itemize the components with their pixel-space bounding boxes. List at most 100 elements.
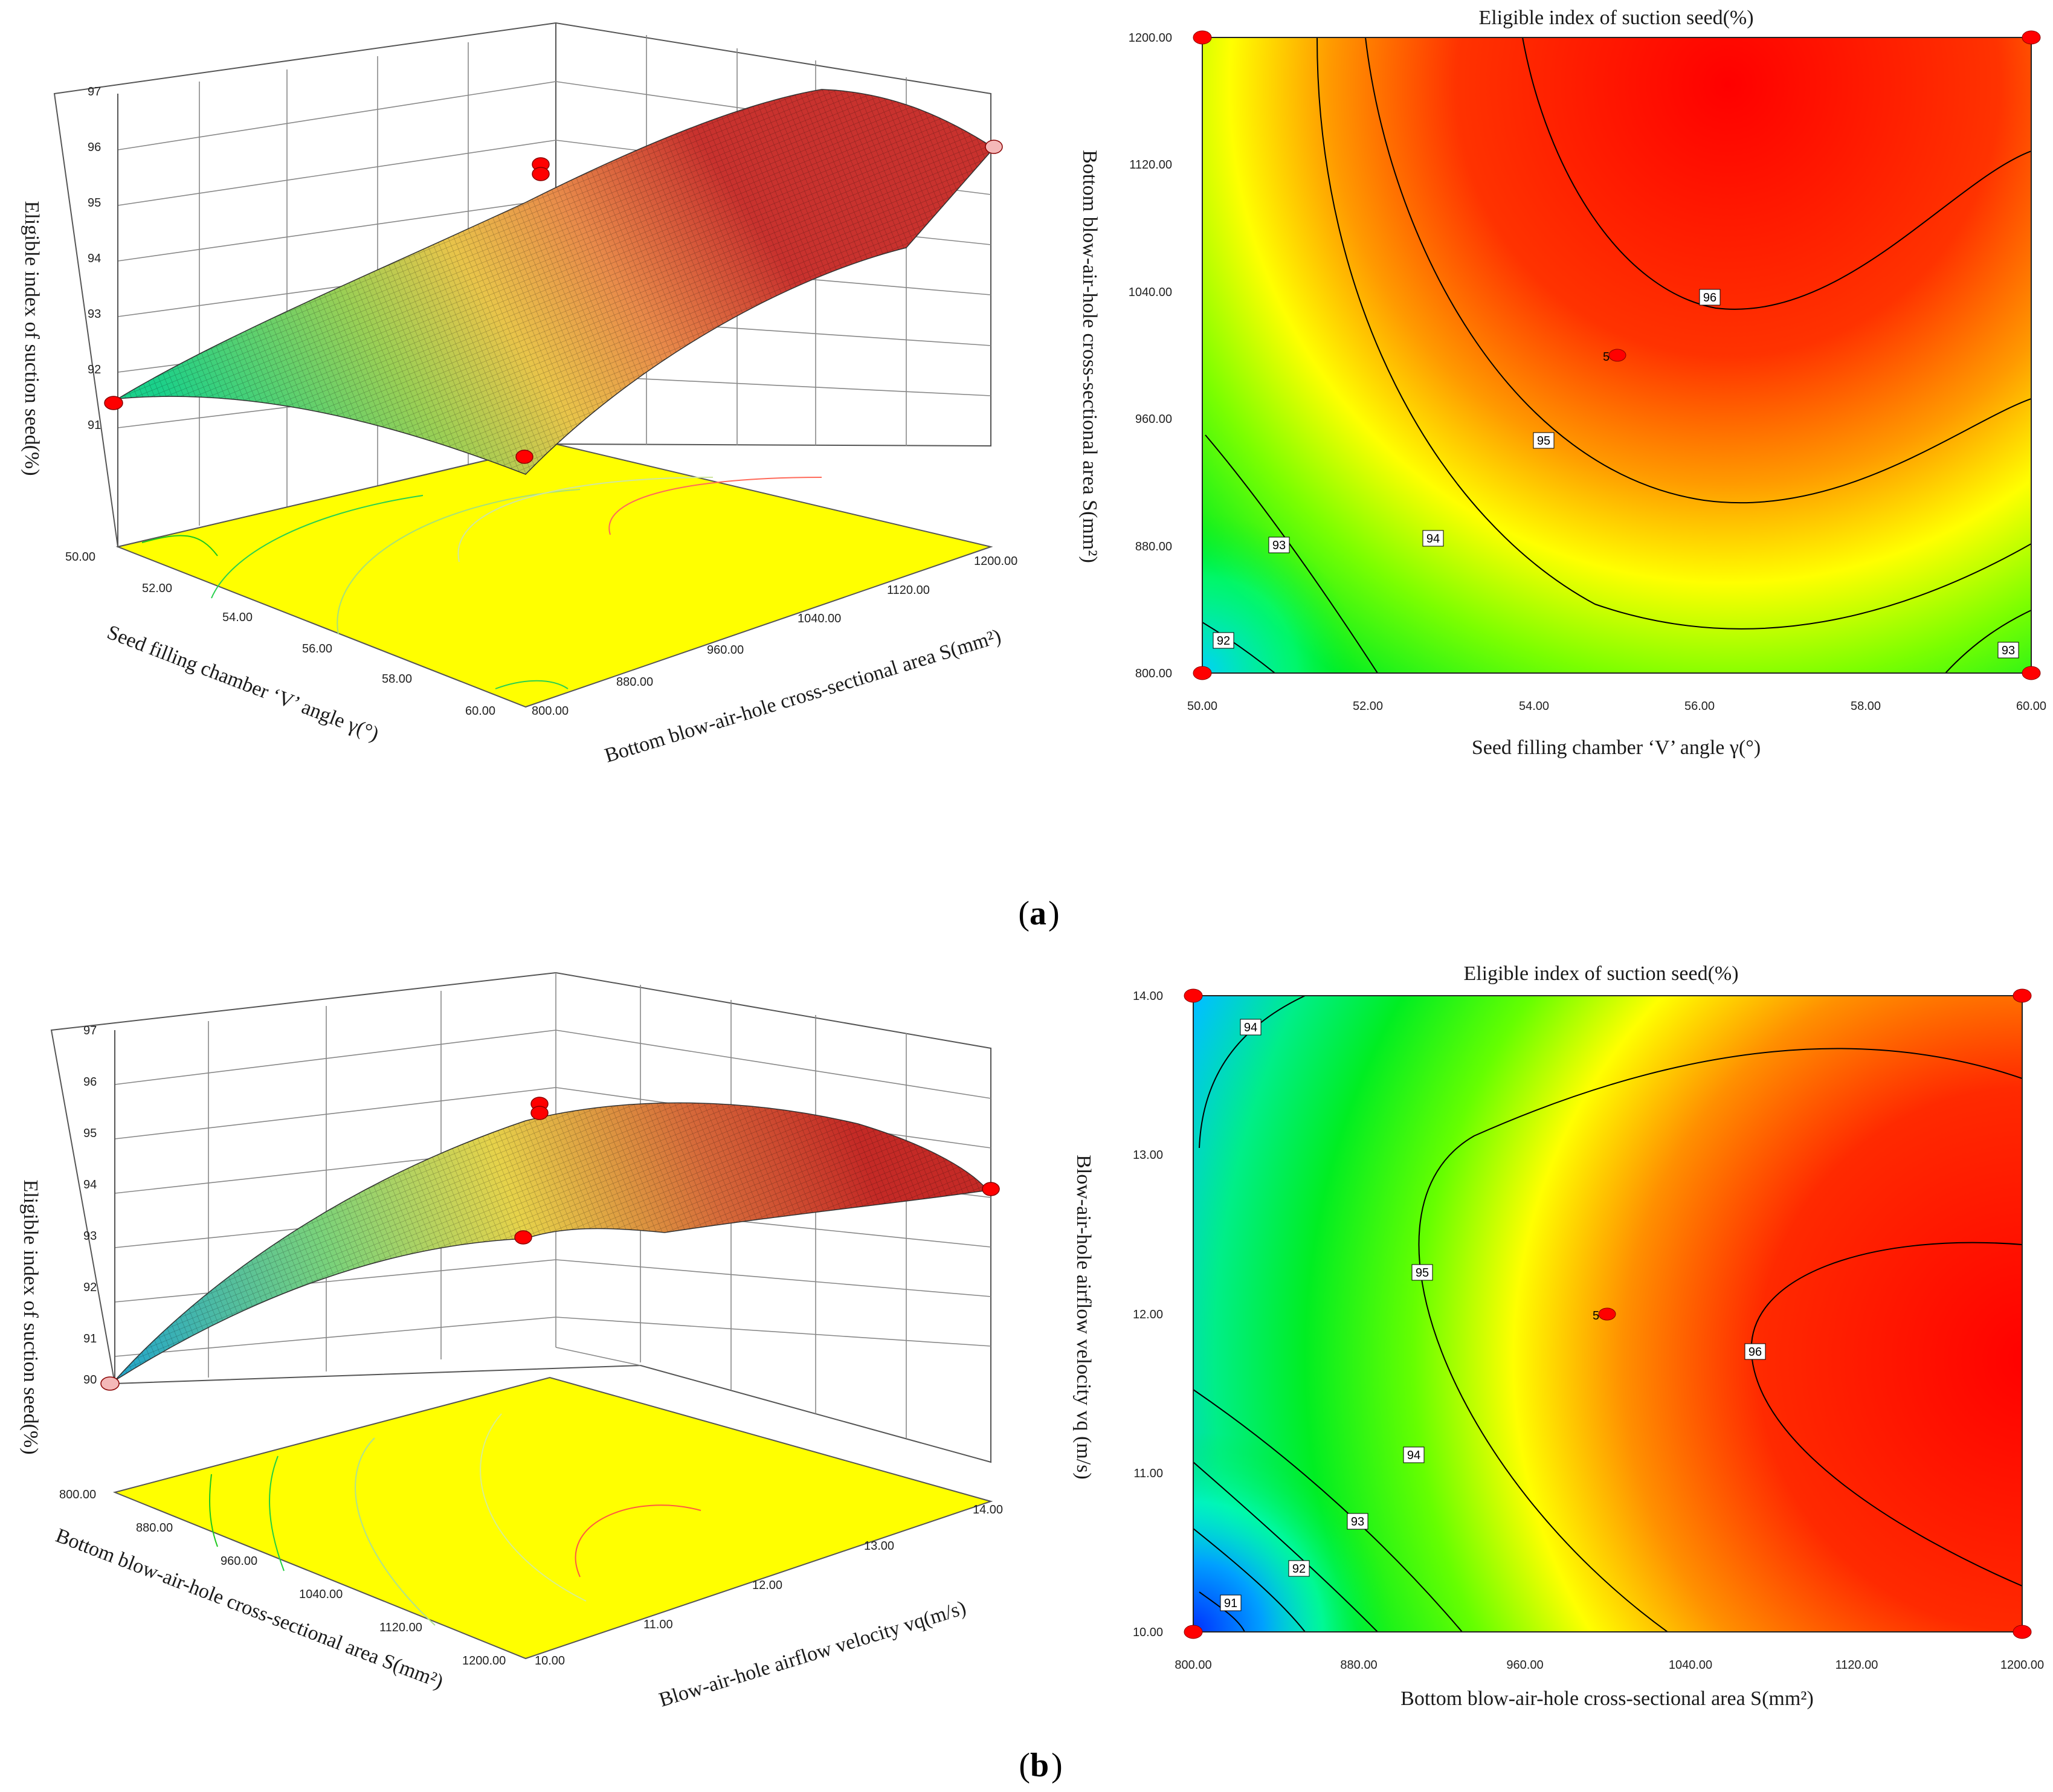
contour-a-xticks: 50.00 52.00 54.00 56.00 58.00 60.00 — [1187, 700, 2046, 713]
contour-a-label-94: 94 — [1426, 532, 1440, 546]
contour-b-lines — [1193, 996, 2022, 1632]
contour-b-label-94: 94 — [1407, 1449, 1420, 1462]
corner-point-b-tl — [1184, 988, 1203, 1003]
contour-b-labels: 91 92 93 94 94 95 96 — [1220, 1019, 1766, 1611]
contour-b-frame — [1193, 995, 2023, 1632]
center-point-a — [1608, 349, 1626, 362]
contour-b-ytick-0: 10.00 — [1133, 1626, 1163, 1639]
contour-a-xtick-0: 50.00 — [1187, 700, 1217, 713]
contour-a-lines — [1202, 37, 2031, 673]
center-point-b-label: 5 — [1593, 1309, 1599, 1323]
xtick-a-2: 54.00 — [222, 611, 253, 624]
caption-b-letter: b — [1030, 1747, 1049, 1784]
ytick-a-1: 880.00 — [616, 675, 653, 689]
surface-plot-a: 97 96 95 94 93 92 91 50.00 52.00 54.00 5… — [21, 22, 1017, 767]
surface-a-xlabel: Seed filling chamber ‘V’ angle γ(°) — [104, 621, 382, 746]
contour-a-label-96: 96 — [1703, 291, 1716, 305]
contour-b-xtick-2: 960.00 — [1506, 1658, 1543, 1672]
caption-b-open: ( — [1019, 1747, 1030, 1784]
contour-a-line-96 — [1522, 37, 2031, 310]
ztick-a-94: 94 — [88, 252, 101, 265]
ytick-b-3: 13.00 — [864, 1539, 894, 1553]
contour-b-ytick-4: 14.00 — [1133, 990, 1163, 1003]
caption-b: ( b ) — [1019, 1747, 1062, 1784]
caption-a-close: ) — [1048, 895, 1060, 932]
contour-plot-a: Eligible index of suction seed(%) 92 93 … — [1078, 7, 2046, 759]
contour-a-ylabel: Bottom blow-air-hole cross-sectional are… — [1078, 150, 1101, 563]
xtick-b-4: 1120.00 — [379, 1621, 422, 1634]
contour-a-points: 5 — [1193, 30, 2041, 680]
contour-a-ytick-3: 1040.00 — [1129, 286, 1172, 299]
ytick-a-5: 1200.00 — [974, 555, 1017, 568]
surface-b-floor — [112, 1376, 993, 1660]
contour-a-ytick-0: 800.00 — [1135, 667, 1172, 680]
surface-a-floor — [115, 443, 993, 708]
ytick-a-3: 1040.00 — [798, 612, 841, 625]
surface-b-zticks: 97 96 95 94 93 92 91 90 — [83, 1024, 97, 1387]
xtick-b-2: 960.00 — [221, 1555, 257, 1568]
corner-point-a-tr — [2022, 30, 2041, 45]
corner-point-a-br — [2022, 666, 2041, 680]
surface-a-points — [104, 140, 1003, 464]
ztick-b-91: 91 — [83, 1332, 97, 1346]
contour-a-line-94 — [1317, 37, 2031, 630]
contour-b-line-95 — [1418, 1048, 2022, 1632]
surface-a-zticks: 97 96 95 94 93 92 91 — [88, 85, 101, 432]
contour-b-ytick-1: 11.00 — [1133, 1467, 1163, 1480]
contour-b-xlabel: Bottom blow-air-hole cross-sectional are… — [1400, 1687, 1814, 1710]
contour-b-label-93: 93 — [1351, 1515, 1364, 1529]
surface-b-meshlines — [115, 1103, 988, 1381]
contour-a-xtick-5: 60.00 — [2016, 700, 2046, 713]
ytick-a-0: 800.00 — [532, 704, 569, 718]
contour-a-ytick-1: 880.00 — [1135, 540, 1172, 553]
contour-a-frame — [1202, 37, 2032, 674]
caption-a-letter: a — [1030, 895, 1046, 932]
contour-b-xtick-3: 1040.00 — [1669, 1658, 1712, 1672]
xtick-b-5: 1200.00 — [462, 1654, 506, 1668]
contour-b-line-93 — [1193, 1462, 1378, 1632]
ytick-b-0: 10.00 — [535, 1654, 565, 1668]
design-point-a-1 — [104, 396, 123, 410]
surface-b-ylabel: Blow-air-hole airflow velocity vq(m/s) — [657, 1597, 969, 1712]
xtick-b-0: 800.00 — [59, 1488, 96, 1501]
ztick-b-93: 93 — [83, 1230, 97, 1243]
contour-b-xtick-1: 880.00 — [1340, 1658, 1377, 1672]
contour-a-label-93: 93 — [1272, 539, 1286, 552]
contour-a-title: Eligible index of suction seed(%) — [1478, 7, 1753, 29]
contour-a-label-92: 92 — [1217, 634, 1230, 648]
ztick-b-95: 95 — [83, 1127, 97, 1140]
surface-a-floor-contours — [141, 477, 822, 689]
caption-a: ( a ) — [1018, 895, 1059, 932]
ztick-b-96: 96 — [83, 1075, 97, 1089]
corner-point-b-br — [2013, 1625, 2032, 1639]
contour-b-label-94b: 94 — [1244, 1021, 1257, 1034]
design-point-a-3 — [532, 167, 550, 181]
contour-b-xtick-5: 1200.00 — [2000, 1658, 2044, 1672]
center-point-b — [1598, 1307, 1616, 1321]
contour-a-ytick-2: 960.00 — [1135, 413, 1172, 426]
center-point-a-label: 5 — [1603, 350, 1610, 364]
contour-a-line-93b — [1945, 610, 2031, 673]
surface-a-xticks: 50.00 52.00 54.00 56.00 58.00 60.00 — [65, 550, 495, 718]
xtick-a-5: 60.00 — [465, 704, 495, 718]
contour-b-ytick-2: 12.00 — [1133, 1308, 1163, 1321]
surface-b-yticks: 10.00 11.00 12.00 13.00 14.00 — [535, 1503, 1003, 1668]
ztick-b-90: 90 — [83, 1373, 97, 1387]
contour-b-label-92: 92 — [1292, 1562, 1306, 1576]
ytick-b-1: 11.00 — [643, 1618, 673, 1631]
contour-b-yticks: 10.00 11.00 12.00 13.00 14.00 — [1133, 990, 1163, 1639]
contour-b-xticks: 800.00 880.00 960.00 1040.00 1120.00 120… — [1175, 1658, 2044, 1672]
ztick-b-97: 97 — [83, 1024, 97, 1037]
contour-b-ylabel: Blow-air-hole airflow velocity vq (m/s) — [1072, 1155, 1095, 1480]
ztick-a-92: 92 — [88, 363, 101, 376]
contour-b-xtick-0: 800.00 — [1175, 1658, 1211, 1672]
contour-a-xlabel: Seed filling chamber ‘V’ angle γ(°) — [1472, 736, 1761, 759]
contour-a-label-93b: 93 — [2002, 644, 2015, 657]
ytick-a-2: 960.00 — [707, 643, 744, 657]
xtick-a-0: 50.00 — [65, 550, 95, 564]
contour-a-xtick-1: 52.00 — [1353, 700, 1383, 713]
surface-plot-b: 97 96 95 94 93 92 91 90 800.00 880.00 96… — [19, 972, 1003, 1712]
ztick-a-96: 96 — [88, 141, 101, 154]
caption-a-open: ( — [1018, 895, 1030, 932]
